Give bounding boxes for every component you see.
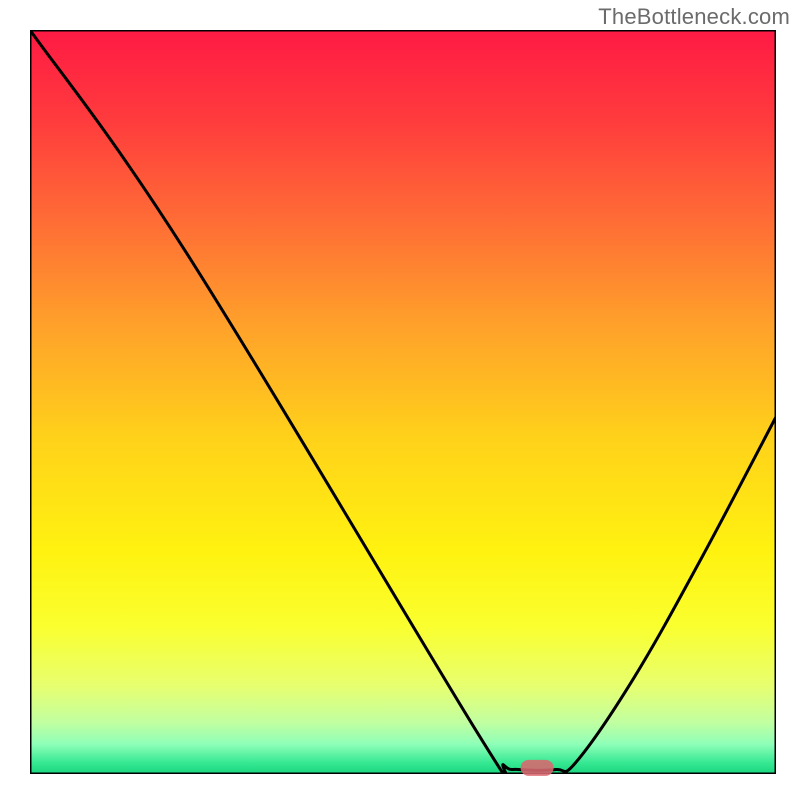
bottleneck-chart	[30, 30, 776, 774]
chart-stage: TheBottleneck.com	[0, 0, 800, 800]
chart-background	[30, 30, 776, 774]
optimal-point-marker	[521, 760, 554, 776]
watermark-text: TheBottleneck.com	[598, 4, 790, 30]
